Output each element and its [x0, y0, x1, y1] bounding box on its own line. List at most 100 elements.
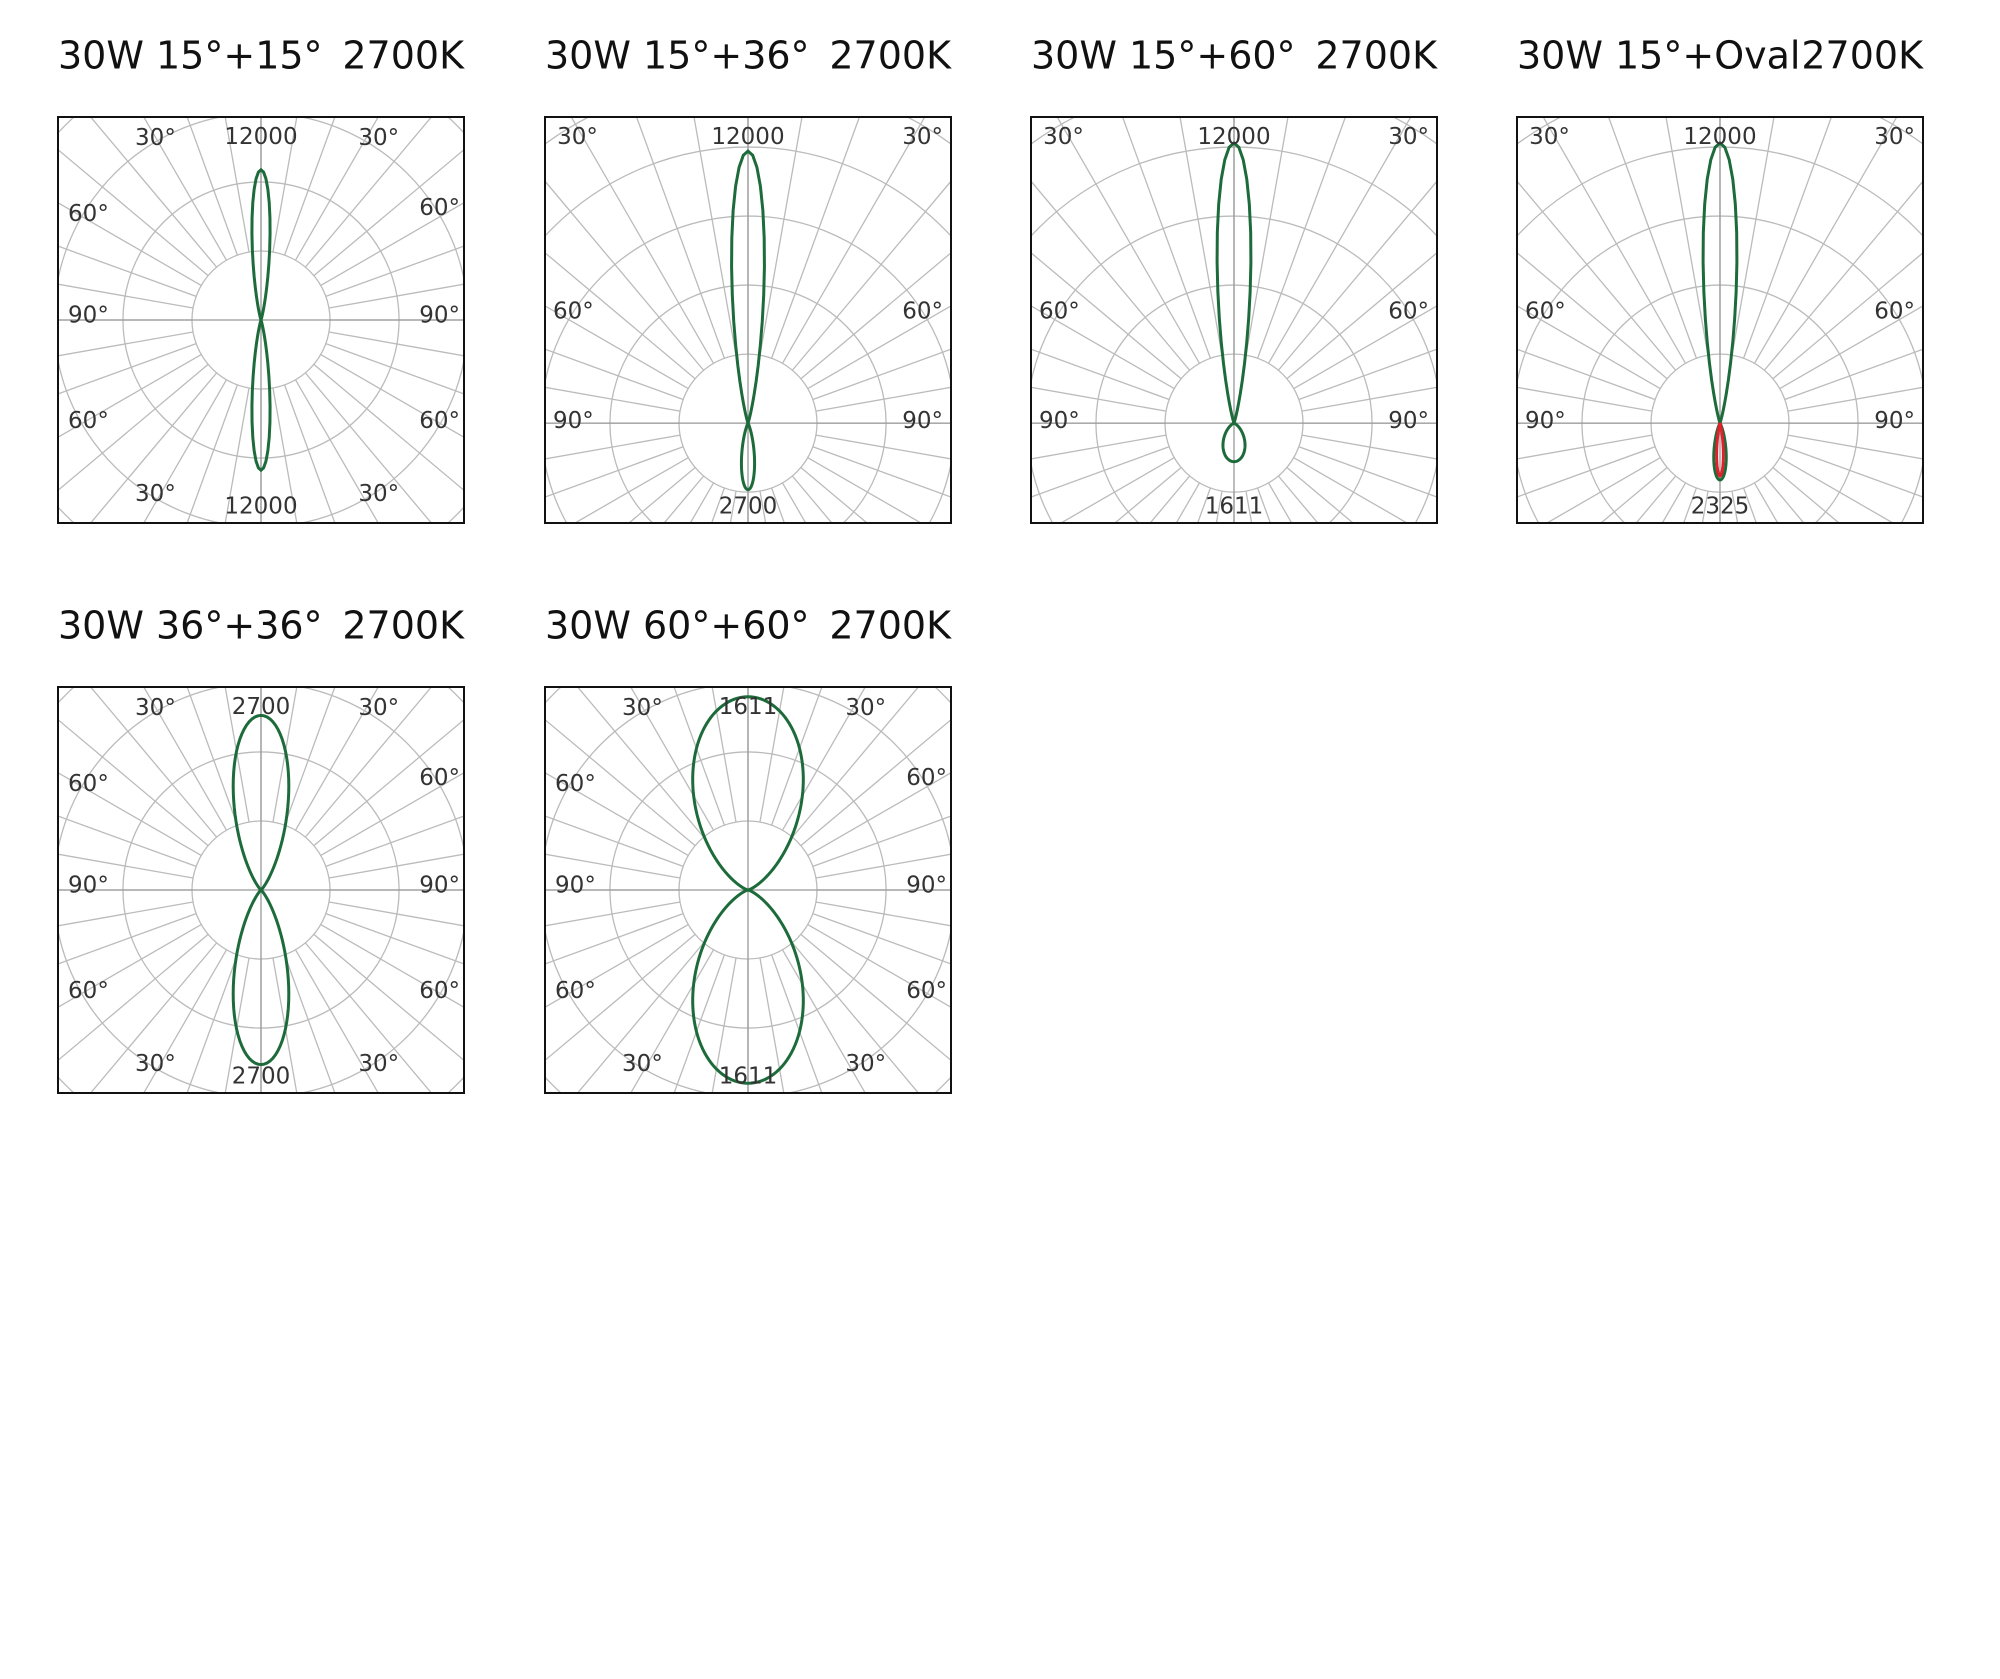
- grid-ray: [224, 957, 250, 1093]
- grid-ray: [1661, 482, 1687, 523]
- grid-ray: [58, 772, 202, 857]
- angle-label: 60°: [68, 201, 109, 227]
- grid-ray: [328, 283, 464, 309]
- grid-ray: [1779, 305, 1923, 390]
- grid-ray: [781, 949, 866, 1093]
- grid-ray: [328, 901, 464, 927]
- grid-ray: [58, 148, 209, 277]
- grid-ray: [545, 348, 684, 401]
- grid-ray: [186, 117, 239, 256]
- angle-label: 30°: [902, 124, 943, 150]
- grid-ray: [759, 117, 803, 356]
- polar-grid: [58, 687, 464, 1093]
- grid-ray: [304, 942, 433, 1093]
- light-curve: [691, 888, 805, 1085]
- grid-ray: [759, 490, 767, 523]
- grid-ray: [545, 772, 689, 857]
- grid-ray: [812, 912, 951, 965]
- panel-title: 30W 15°+36°: [545, 34, 810, 78]
- grid-ray: [1763, 180, 1923, 371]
- panel-frame: [57, 686, 465, 1094]
- grid-ray: [283, 384, 336, 523]
- panel-cct: 2700K: [829, 604, 952, 648]
- angle-label: 90°: [419, 872, 460, 898]
- grid-ray: [1682, 487, 1698, 523]
- panel-frame: [544, 116, 952, 524]
- grid-ray: [89, 942, 218, 1093]
- angle-label: 30°: [1529, 124, 1570, 150]
- grid-ray: [143, 379, 228, 523]
- grid-ray: [89, 687, 218, 838]
- panel-title: 30W 36°+36°: [58, 604, 323, 648]
- light-curve: [730, 149, 766, 426]
- grid-ray: [294, 949, 379, 1093]
- light-curve: [1215, 140, 1253, 426]
- grid-ray: [58, 363, 209, 492]
- grid-ray: [781, 482, 807, 523]
- grid-ray: [545, 386, 681, 412]
- grid-ray: [1256, 487, 1272, 523]
- panel-frame: [1030, 116, 1438, 524]
- grid-ray: [545, 901, 681, 927]
- grid-ray: [283, 954, 336, 1093]
- grid-ray: [1784, 446, 1923, 498]
- grid-ray: [1031, 348, 1170, 401]
- panel-frame: [1516, 116, 1924, 524]
- grid-ray: [224, 687, 250, 823]
- grid-ray: [1277, 475, 1319, 523]
- peak-label: 12000: [711, 124, 784, 150]
- grid-ray: [58, 933, 209, 1062]
- angle-label: 60°: [1874, 298, 1915, 324]
- grid-ray: [1277, 180, 1437, 371]
- angle-label: 30°: [358, 1051, 399, 1077]
- grid-ray: [630, 949, 715, 1093]
- grid-ray: [283, 117, 336, 256]
- polar-panel: 30W 15°+15° 2700K 30° 30° 60° 60° 90° 90° 60° 60°…: [57, 34, 465, 524]
- grid-ray: [1517, 251, 1668, 380]
- grid-ray: [781, 687, 866, 831]
- grid-ray: [1245, 490, 1253, 523]
- grid-ray: [576, 687, 705, 838]
- grid-ray: [283, 687, 336, 826]
- angle-label: 60°: [68, 771, 109, 797]
- peak-label: 2700: [719, 493, 778, 519]
- angle-label: 60°: [419, 408, 460, 434]
- grid-ray: [791, 942, 920, 1093]
- angle-label: 30°: [358, 695, 399, 721]
- panel-cct: 2700K: [829, 34, 952, 78]
- grid-ray: [1031, 180, 1191, 371]
- grid-ray: [313, 148, 464, 277]
- grid-ray: [759, 687, 785, 823]
- angle-label: 90°: [68, 872, 109, 898]
- grid-ray: [272, 687, 298, 823]
- grid-ray: [1517, 446, 1656, 498]
- peak-label: 12000: [1197, 124, 1270, 150]
- grid-ray: [1517, 434, 1653, 460]
- polar-grid: [545, 117, 951, 523]
- grid-ray: [711, 957, 737, 1093]
- grid-ray: [729, 490, 737, 523]
- grid-ray: [791, 180, 951, 371]
- grid-ray: [1787, 386, 1923, 412]
- grid-ray: [1787, 434, 1923, 460]
- grid-ray: [294, 379, 379, 523]
- grid-ray: [1031, 305, 1175, 390]
- grid-ray: [304, 372, 433, 523]
- grid-ray: [272, 957, 298, 1093]
- grid-ray: [673, 954, 726, 1093]
- light-curve: [231, 713, 291, 892]
- grid-ray: [1267, 117, 1412, 364]
- grid-ray: [576, 942, 705, 1093]
- peak-label: 12000: [224, 493, 297, 519]
- angle-label: 90°: [1388, 408, 1429, 434]
- angle-label: 90°: [68, 302, 109, 328]
- light-curve: [231, 888, 291, 1067]
- angle-label: 30°: [845, 695, 886, 721]
- panel-title: 30W 60°+60°: [545, 604, 810, 648]
- angle-label: 30°: [1388, 124, 1429, 150]
- peak-label: 2700: [232, 1063, 291, 1089]
- light-curve: [691, 695, 805, 892]
- light-curve: [1701, 140, 1739, 426]
- grid-ray: [58, 202, 202, 287]
- grid-ray: [1293, 305, 1437, 390]
